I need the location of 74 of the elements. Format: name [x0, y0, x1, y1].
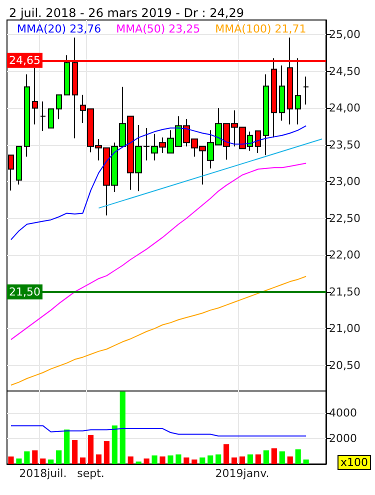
text: x100: [340, 456, 368, 469]
bar: [263, 450, 269, 464]
y-tick-label: 23,50: [329, 138, 360, 152]
bar: [152, 455, 158, 464]
y-tick-label: 22,50: [329, 212, 360, 225]
candlestick: [255, 130, 261, 154]
bar: [216, 454, 222, 464]
bar: [120, 392, 126, 464]
bar: [72, 440, 78, 464]
bar: [255, 454, 262, 464]
line-series: [10, 162, 307, 340]
bar: [295, 449, 301, 464]
bar: [208, 455, 214, 464]
y-tick-label: 2000: [329, 432, 357, 445]
bar: [16, 458, 22, 464]
candlestick: [279, 65, 285, 122]
y-tick-label: 22,00: [329, 248, 360, 262]
bar: [144, 458, 150, 464]
candlestick: [64, 54, 70, 96]
y-tick-label: 24,50: [329, 64, 360, 78]
bar: [8, 456, 14, 464]
bar: [192, 460, 198, 464]
x-tick-label: 2018juil.: [19, 467, 67, 480]
bar: [231, 457, 238, 464]
y-tick-label: 20,50: [329, 358, 360, 372]
candlestick: [48, 108, 54, 128]
bar: [88, 434, 94, 464]
y-tick-label: 25,00: [329, 28, 360, 42]
bar: [184, 457, 190, 464]
bar: [32, 450, 38, 464]
bar: [128, 456, 134, 464]
bar: [64, 430, 70, 464]
bar: [247, 454, 254, 464]
candlestick: [40, 101, 46, 132]
x-tick-label: 2019janv.: [215, 467, 270, 480]
candlestick: [263, 74, 269, 156]
bar: [96, 454, 102, 464]
ref-line-label: 21,50: [9, 285, 40, 298]
bar: [271, 448, 277, 464]
bar: [224, 444, 230, 464]
bar: [176, 454, 182, 464]
x-tick-label: sept.: [77, 467, 104, 480]
line-series: [10, 276, 307, 386]
y-tick-label: 21,50: [329, 285, 360, 298]
chart-title: 2 juil. 2018 - 26 mars 2019 - Dr : 24,29: [9, 6, 244, 20]
bar: [80, 457, 86, 464]
y-tick-label: 23,00: [329, 175, 360, 188]
candlestick: [56, 94, 62, 120]
bar: [56, 450, 62, 464]
bar: [200, 457, 206, 464]
text: MMA(50) 23,25: [116, 22, 200, 36]
candlestick: [303, 76, 309, 105]
bar: [160, 456, 166, 464]
candlestick: [24, 74, 30, 158]
line-series: [10, 125, 307, 240]
bar: [104, 441, 110, 464]
y-tick-label: 4000: [329, 406, 357, 420]
ref-line-label: 24,65: [9, 54, 40, 67]
line-series: [10, 425, 307, 436]
text: MMA(20) 23,76: [17, 22, 102, 36]
bar: [48, 460, 54, 464]
bar: [303, 460, 309, 464]
candlestick: [295, 58, 301, 125]
bar: [40, 458, 46, 464]
bar: [112, 425, 118, 464]
bar: [24, 451, 30, 464]
candlestick: [16, 146, 22, 186]
text: MMA(100) 21,71: [215, 22, 306, 36]
bar: [168, 455, 174, 464]
y-tick-label: 21,00: [329, 322, 360, 336]
y-tick-label: 24,00: [329, 102, 360, 115]
bar: [279, 451, 285, 464]
bar: [287, 456, 293, 464]
bar: [239, 456, 246, 464]
